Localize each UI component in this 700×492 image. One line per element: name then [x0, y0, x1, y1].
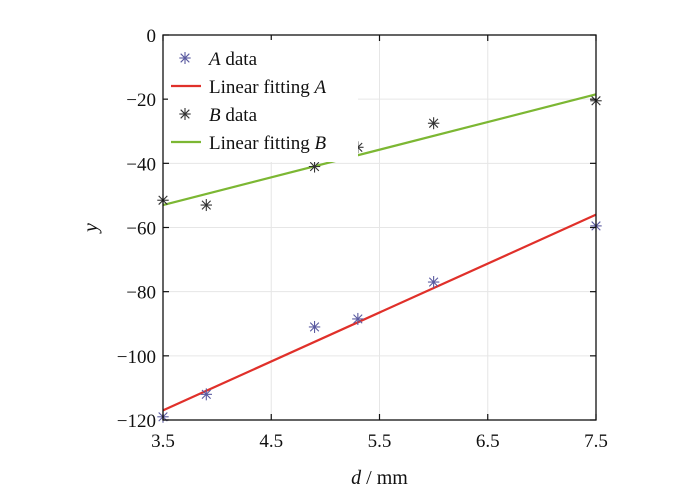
x-tick-label: 3.5 [151, 431, 175, 452]
y-tick-label: −120 [117, 411, 156, 432]
y-tick-label: −60 [126, 219, 156, 240]
legend-marker-B [179, 108, 191, 120]
legend-label-fitB: Linear fitting B [209, 133, 327, 154]
x-tick-label: 5.5 [368, 431, 392, 452]
y-tick-label: −40 [126, 154, 156, 175]
y-axis-title: y [80, 223, 102, 234]
x-axis-title: d / mm [351, 467, 408, 489]
x-tick-label: 6.5 [476, 431, 500, 452]
y-tick-label: −100 [117, 347, 156, 368]
data-point-B [200, 199, 212, 212]
fit-line-fitA [162, 213, 597, 412]
data-point-A [352, 312, 364, 325]
y-tick-label: −80 [126, 283, 156, 304]
legend-label-B: B data [209, 105, 258, 126]
x-tick-label: 7.5 [584, 431, 608, 452]
data-point-B [308, 160, 321, 173]
x-tick-label: 4.5 [259, 431, 283, 452]
data-point-A [427, 276, 440, 289]
fit-line-fitB [162, 93, 597, 207]
data-point-A [200, 388, 212, 401]
x-axis-unit: / mm [361, 467, 408, 489]
data-point-A [308, 320, 321, 333]
fit-lines [162, 93, 597, 412]
y-tick-label: 0 [147, 26, 157, 47]
legend-marker-A [179, 52, 191, 64]
legend-label-A: A data [207, 49, 258, 70]
legend-label-fitA: Linear fitting A [209, 77, 327, 98]
x-axis-variable: d [351, 467, 362, 489]
y-tick-label: −20 [126, 90, 156, 111]
data-point-B [427, 117, 440, 130]
axis-ticks: 3.5 4.5 5.5 6.5 7.5 0 −20 −40 −60 −80 −100 −120 [117, 26, 608, 452]
legend: A data Linear fitting A B data Linear fitti… [168, 40, 358, 162]
